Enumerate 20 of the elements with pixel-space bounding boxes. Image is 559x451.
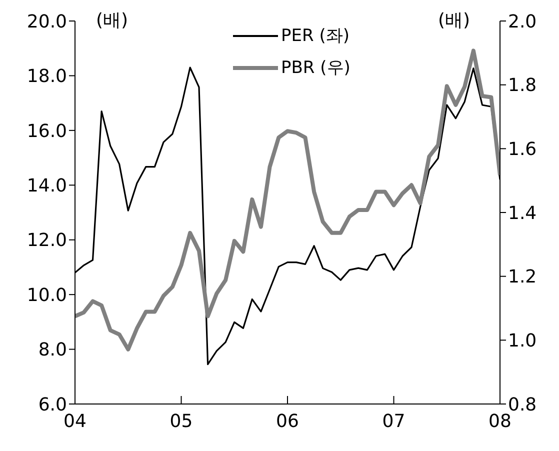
y-tick-label: 20.0 — [26, 11, 67, 32]
x-tick-label: 07 — [382, 410, 406, 432]
y2-tick-label: 1.8 — [508, 75, 537, 96]
y-tick-label: 8.0 — [38, 340, 67, 361]
y-tick-label: 18.0 — [26, 66, 67, 88]
y2-tick-label: 1.0 — [508, 330, 537, 352]
annotation: (배) — [96, 9, 128, 32]
y2-tick-label: 1.6 — [508, 139, 537, 160]
x-tick-label: 06 — [276, 410, 299, 432]
y2-tick-label: 2.0 — [508, 11, 537, 32]
y2-tick-label: 1.4 — [508, 202, 537, 224]
annotation: (배) — [438, 9, 470, 32]
y-tick-label: 10.0 — [26, 284, 67, 306]
y-tick-label: 16.0 — [26, 120, 67, 142]
y-tick-label: 14.0 — [26, 176, 67, 197]
y-tick-label: 12.0 — [26, 230, 67, 252]
legend-label: PER (좌) — [281, 25, 350, 48]
x-tick-label: 05 — [170, 410, 193, 432]
y2-tick-label: 1.2 — [508, 266, 537, 288]
legend-label: PBR (우) — [281, 57, 350, 80]
